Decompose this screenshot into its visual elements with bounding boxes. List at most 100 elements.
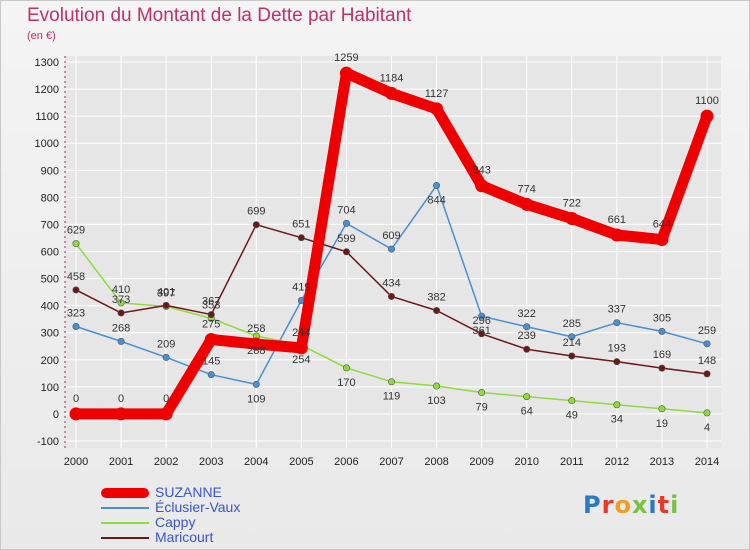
legend-label: Cappy [155, 514, 196, 530]
data-label: 323 [67, 307, 85, 319]
y-tick-label: 0 [53, 409, 59, 421]
data-point [520, 197, 534, 211]
logo-letter: o [614, 491, 632, 519]
data-point [162, 353, 170, 361]
data-point [117, 309, 125, 317]
data-label: 244 [292, 327, 310, 339]
data-point [703, 340, 711, 348]
data-point [162, 301, 170, 309]
data-point [249, 337, 263, 351]
legend-swatch [101, 506, 149, 509]
data-point [478, 330, 486, 338]
legend-swatch [101, 521, 149, 524]
data-label: 609 [382, 230, 400, 242]
legend-swatch [101, 487, 149, 498]
data-label: 844 [427, 194, 445, 206]
data-point [342, 248, 350, 256]
data-point [565, 211, 579, 225]
x-tick-label: 2008 [424, 456, 448, 468]
data-point [655, 233, 669, 247]
y-tick-label: -100 [37, 436, 59, 448]
legend-item: SUZANNE [101, 485, 240, 500]
data-label: 0 [118, 393, 124, 405]
data-point [159, 407, 173, 421]
data-point [478, 389, 486, 397]
data-label: 337 [608, 304, 626, 316]
data-point [72, 322, 80, 330]
data-label: 259 [698, 325, 716, 337]
data-point [342, 219, 350, 227]
data-point [387, 378, 395, 386]
y-tick-label: 800 [41, 192, 59, 204]
data-label: 64 [521, 406, 533, 418]
x-tick-label: 2003 [199, 456, 223, 468]
data-point [207, 311, 215, 319]
legend-label: Maricourt [155, 529, 214, 545]
data-label: 661 [608, 214, 626, 226]
data-label: 170 [337, 377, 355, 389]
data-label: 275 [202, 318, 220, 330]
x-tick-label: 2010 [514, 456, 538, 468]
data-label: 193 [608, 343, 626, 355]
data-point [568, 333, 576, 341]
data-point [294, 341, 308, 355]
x-tick-label: 2012 [605, 456, 629, 468]
logo-letter: t [657, 491, 671, 519]
data-label: 169 [653, 349, 671, 361]
y-tick-label: 900 [41, 165, 59, 177]
y-tick-label: 600 [41, 247, 59, 259]
legend-label: Éclusier-Vaux [155, 499, 241, 515]
data-label: 322 [518, 308, 536, 320]
data-label: 434 [382, 277, 400, 289]
data-label: 1100 [695, 95, 719, 107]
data-point [114, 407, 128, 421]
data-label: 109 [247, 393, 265, 405]
data-label: 119 [383, 391, 401, 403]
data-label: 651 [292, 219, 310, 231]
data-label: 397 [157, 287, 175, 299]
data-label: 599 [337, 233, 355, 245]
data-label: 774 [518, 183, 536, 195]
data-label: 209 [157, 338, 175, 350]
data-point [700, 109, 714, 123]
data-label: 268 [112, 322, 130, 334]
data-point [478, 312, 486, 320]
x-tick-label: 2013 [650, 456, 674, 468]
data-label: 79 [476, 402, 488, 414]
data-point [387, 245, 395, 253]
data-label: 239 [518, 330, 536, 342]
data-label: 704 [337, 204, 355, 216]
data-label: 148 [698, 355, 716, 367]
chart-title: Evolution du Montant de la Dette par Hab… [27, 5, 412, 26]
data-point [613, 319, 621, 327]
x-tick-label: 2009 [469, 456, 493, 468]
y-tick-label: 1300 [35, 57, 59, 69]
data-point [252, 221, 260, 229]
legend-item: Cappy [101, 515, 240, 530]
data-label: 103 [427, 395, 445, 407]
data-label: 367 [202, 296, 220, 308]
logo-letter: i [670, 491, 680, 519]
data-point [69, 407, 83, 421]
data-point [703, 409, 711, 417]
legend-item: Maricourt [101, 530, 240, 545]
data-point [613, 401, 621, 409]
data-point [297, 234, 305, 242]
data-label: 722 [563, 197, 581, 209]
x-tick-label: 2007 [379, 456, 403, 468]
data-point [658, 405, 666, 413]
logo-letter: i [648, 491, 658, 519]
x-tick-label: 2002 [154, 456, 178, 468]
data-point [387, 292, 395, 300]
data-label: 19 [656, 418, 668, 430]
logo-letter: P [583, 491, 602, 519]
legend-item: Éclusier-Vaux [101, 500, 240, 515]
data-point [433, 181, 441, 189]
data-label: 288 [247, 345, 265, 357]
data-label: 145 [202, 356, 220, 368]
data-label: 353 [202, 299, 220, 311]
data-label: 458 [67, 271, 85, 283]
data-label: 1259 [334, 52, 358, 64]
